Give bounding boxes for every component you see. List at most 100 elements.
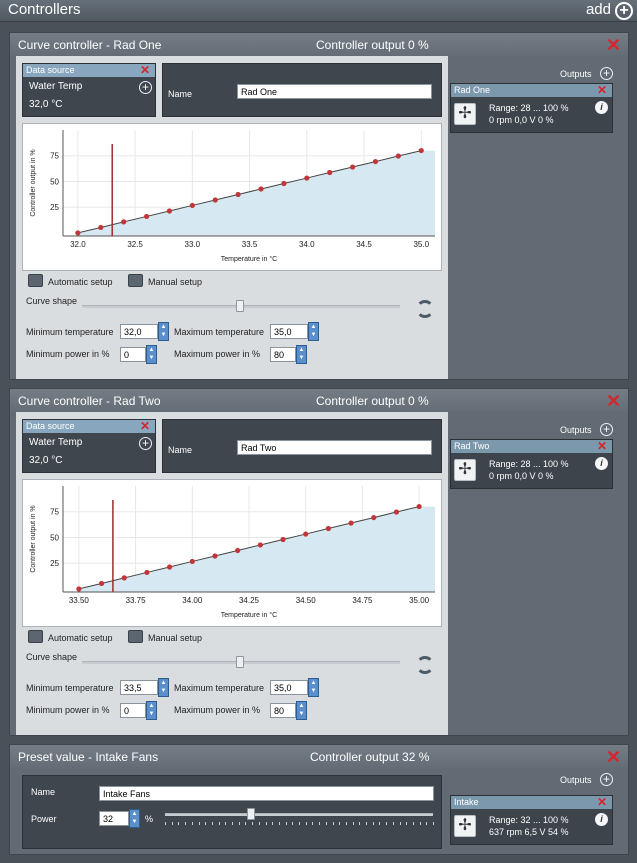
info-icon[interactable]: i: [595, 101, 608, 114]
slider-tick: [379, 822, 381, 825]
manual-setup-icon[interactable]: [128, 274, 143, 287]
remove-data-source-icon[interactable]: ✕: [140, 63, 151, 77]
automatic-setup-icon[interactable]: [28, 630, 43, 643]
remove-output-icon[interactable]: ✕: [597, 795, 608, 809]
curve-shape-thumb[interactable]: [236, 656, 244, 668]
max-power-spinner[interactable]: ▲ ▼: [296, 701, 307, 720]
slider-tick: [198, 822, 200, 825]
automatic-setup-icon[interactable]: [28, 274, 43, 287]
slider-tick: [218, 822, 220, 825]
name-input[interactable]: [237, 440, 432, 455]
power-input[interactable]: [99, 811, 129, 826]
add-sensor-icon[interactable]: +: [139, 81, 152, 94]
min-power-spinner[interactable]: ▲ ▼: [146, 701, 157, 720]
x-tick-label: 33.0: [185, 240, 201, 249]
refresh-icon[interactable]: [416, 300, 434, 318]
power-slider[interactable]: [165, 813, 433, 816]
name-input[interactable]: [237, 84, 432, 99]
curve-point: [349, 164, 356, 170]
close-panel-icon[interactable]: ✕: [606, 747, 622, 767]
remove-output-icon[interactable]: ✕: [597, 439, 608, 453]
data-source-header: Data source: [23, 420, 155, 433]
max-temp-spinner[interactable]: ▲ ▼: [308, 322, 319, 341]
close-panel-icon[interactable]: ✕: [606, 391, 622, 411]
max-power-input[interactable]: [270, 703, 296, 718]
slider-tick: [352, 822, 354, 825]
power-spinner[interactable]: ▲ ▼: [129, 809, 140, 828]
y-tick-label: 75: [50, 508, 59, 517]
sensor-name: Water Temp: [29, 437, 83, 448]
add-sensor-icon[interactable]: +: [139, 437, 152, 450]
add-output-icon[interactable]: +: [600, 67, 613, 80]
panel-title: Curve controller - Rad Two: [18, 394, 161, 408]
power-slider-thumb[interactable]: [246, 808, 255, 820]
curve-point: [75, 230, 81, 236]
output-card: Rad Two ✕ ✢ Range: 28 ... 100 % 0 rpm 0,…: [450, 439, 613, 489]
curve-point: [303, 531, 309, 537]
slider-tick: [211, 822, 213, 825]
refresh-icon[interactable]: [416, 656, 434, 674]
min-power-spinner[interactable]: ▲ ▼: [146, 345, 157, 364]
add-output-icon[interactable]: +: [600, 773, 613, 786]
slider-tick: [165, 822, 166, 825]
max-power-input[interactable]: [270, 347, 296, 362]
max-temp-spinner[interactable]: ▲ ▼: [308, 678, 319, 697]
curve-controller-panel-2: Curve controller - Rad Two Controller ou…: [9, 388, 629, 736]
max-temp-input[interactable]: [270, 680, 308, 695]
output-stats: 637 rpm 6,5 V 54 %: [489, 827, 569, 837]
min-temp-label: Minimum temperature: [26, 327, 114, 337]
add-controller-icon[interactable]: +: [615, 2, 633, 20]
curve-point: [121, 219, 127, 225]
max-power-spinner[interactable]: ▲ ▼: [296, 345, 307, 364]
max-temp-input[interactable]: [270, 324, 308, 339]
close-panel-icon[interactable]: ✕: [606, 35, 622, 55]
info-icon[interactable]: i: [595, 457, 608, 470]
slider-tick: [372, 822, 374, 825]
slider-tick: [359, 822, 361, 825]
manual-setup-icon[interactable]: [128, 630, 143, 643]
top-bar: Controllers add +: [0, 0, 637, 22]
slider-tick: [238, 822, 240, 825]
outputs-label: Outputs: [560, 69, 592, 79]
min-power-input[interactable]: [120, 703, 146, 718]
slider-tick: [265, 822, 267, 825]
power-unit: %: [145, 814, 154, 824]
min-temp-input[interactable]: [120, 680, 158, 695]
remove-data-source-icon[interactable]: ✕: [140, 419, 151, 433]
min-temp-spinner[interactable]: ▲ ▼: [158, 678, 169, 697]
curve-point: [280, 536, 286, 543]
x-tick-label: 34.75: [352, 596, 373, 605]
curve-chart-svg: 32.0 32.5 33.0 33.5 34.0 34.5 35.0 25 50 75 Temper…: [30, 130, 435, 263]
panel-header: Preset value - Intake Fans Controller ou…: [10, 745, 628, 768]
x-axis-label: Temperature in °C: [221, 611, 278, 619]
output-card-header: Rad Two: [451, 440, 612, 453]
curve-point: [348, 520, 354, 526]
remove-output-icon[interactable]: ✕: [597, 83, 608, 97]
curve-shape-thumb[interactable]: [236, 300, 244, 312]
slider-tick: [305, 822, 307, 825]
slider-tick: [292, 822, 294, 825]
output-stats: 0 rpm 0,0 V 0 %: [489, 115, 554, 125]
controller-output: Controller output 0 %: [316, 38, 429, 52]
slider-tick: [426, 822, 428, 825]
min-temp-input[interactable]: [120, 324, 158, 339]
min-temp-spinner[interactable]: ▲ ▼: [158, 322, 169, 341]
min-power-input[interactable]: [120, 347, 146, 362]
name-input[interactable]: [99, 786, 434, 801]
slider-tick: [433, 822, 434, 825]
automatic-setup-button[interactable]: Automatic setup: [48, 277, 113, 287]
manual-setup-button[interactable]: Manual setup: [148, 277, 203, 287]
sensor-value: 32,0 °C: [29, 99, 63, 110]
manual-setup-button[interactable]: Manual setup: [148, 633, 203, 643]
automatic-setup-button[interactable]: Automatic setup: [48, 633, 113, 643]
add-output-icon[interactable]: +: [600, 423, 613, 436]
curve-shape-label: Curve shape: [26, 652, 78, 662]
y-axis-label: Controller output in %: [30, 505, 37, 572]
add-label[interactable]: add: [585, 1, 611, 18]
panel-title: Preset value - Intake Fans: [18, 750, 159, 764]
sensor-name: Water Temp: [29, 81, 83, 92]
x-tick-label: 34.0: [299, 240, 315, 249]
info-icon[interactable]: i: [595, 813, 608, 826]
y-tick-label: 25: [50, 203, 59, 212]
curve-point: [76, 586, 82, 592]
